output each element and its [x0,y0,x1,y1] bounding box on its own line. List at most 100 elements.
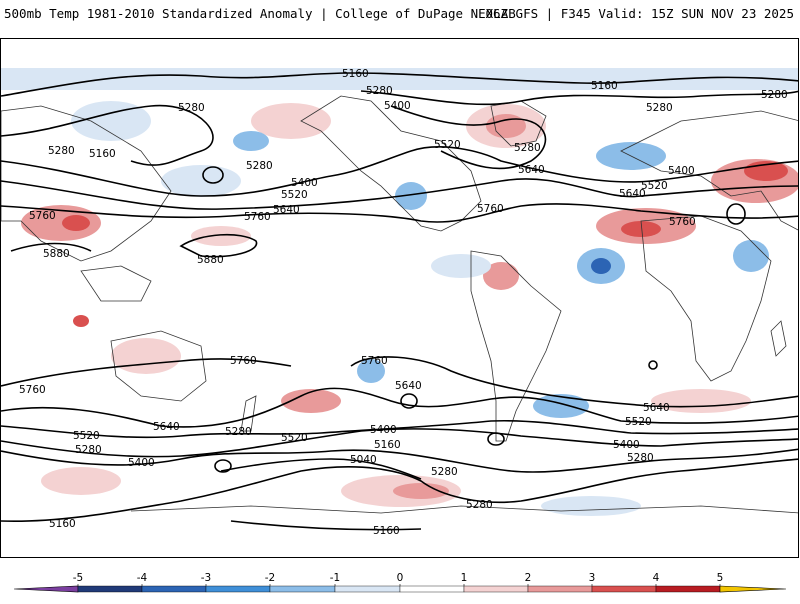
anomaly-warm-region [486,114,526,138]
colorbar-segment [141,585,207,593]
anomaly-warm-region [41,467,121,495]
contour-label: 5160 [342,68,369,80]
contour-label: 5160 [374,439,401,451]
contour-label: 5280 [225,426,252,438]
contour-label: 5760 [19,384,46,396]
contour-label: 5520 [641,180,668,192]
contour-label: 5640 [518,164,545,176]
colorbar-segment [334,585,401,593]
contour-5400-north [390,105,547,170]
contour-loop-small [202,166,224,184]
north-america-outline [300,95,482,232]
contour-label: 5760 [361,355,388,367]
anomaly-cold-region [431,254,491,278]
contour-loop-small [648,360,658,370]
new-zealand-outline [240,395,257,432]
contour-label: 5880 [43,248,70,260]
contour-5520-south [1,419,798,439]
contour-label: 5280 [761,89,788,101]
anomaly-warm-region [73,315,89,327]
eurasia-west-outline [1,105,172,262]
contour-label: 5400 [384,100,411,112]
anomaly-warm-region [62,215,90,231]
anomaly-cold-region [357,359,385,383]
colorbar-segment [463,585,529,593]
contour-5760-north [1,203,798,223]
australia-outline [110,330,207,402]
map-canvas: 5160 5160 5280 5280 5280 5280 5400 5160 … [1,68,798,537]
contour-5280-north-b [360,90,798,106]
contour-label: 5400 [613,439,640,451]
contour-loop-small [400,393,418,409]
colorbar-tick-label: -1 [330,572,340,584]
africa-outline [640,215,772,382]
madagascar-outline [770,320,787,357]
contour-label: 5760 [669,216,696,228]
contour-label: 5520 [281,189,308,201]
contour-5760-south-b [350,356,798,408]
contour-label: 5280 [514,142,541,154]
colorbar-segment [77,585,143,593]
contour-label: 5760 [29,210,56,222]
contour-loop-small [487,432,505,446]
contour-loop-small [726,203,746,225]
anomaly-cold-region [395,182,427,210]
contour-label: 5400 [291,177,318,189]
contour-label: 5640 [619,188,646,200]
contour-5760-south-a [1,358,292,387]
colorbar-tick-label: -3 [201,572,211,584]
contour-label: 5280 [246,160,273,172]
contour-5640-south [1,387,798,428]
coastlines [1,95,798,514]
contour-5520-mid [1,146,798,197]
contour-loop-small [214,459,232,473]
colorbar-canvas: -5 -4 -3 -2 -1 0 1 2 3 4 5 [13,572,787,593]
contour-5880-loop [179,233,258,258]
contour-label: 5520 [434,139,461,151]
contour-5640-mid [1,178,798,210]
contour-label: 5160 [49,518,76,530]
contour-label: 5400 [128,457,155,469]
colorbar-segment [399,585,465,593]
colorbar-tick-label: -5 [73,572,83,584]
colorbar-segment [269,585,336,593]
contour-label: 5280 [48,145,75,157]
anomaly-warm-region [621,221,661,237]
contour-label: 5400 [370,424,397,436]
anomaly-warm-region [393,483,449,499]
colorbar-tick-label: 2 [525,572,532,584]
contour-5160-north [1,72,798,97]
colorbar-segment [13,585,79,593]
anomaly-warm-region [251,103,331,139]
height-contours [1,72,798,531]
map-title: 500mb Temp 1981-2010 Standardized Anomal… [4,6,516,21]
contour-label: 5640 [153,421,180,433]
colorbar-tick-label: -2 [265,572,275,584]
map-panel: 5160 5160 5280 5280 5280 5280 5400 5160 … [0,38,799,558]
contour-5400-south [1,428,798,458]
contour-label: 5760 [230,355,257,367]
colorbar-tick-label: 1 [461,572,468,584]
contour-label: 5040 [350,454,377,466]
colorbar-tick-label: 3 [589,572,596,584]
header: 500mb Temp 1981-2010 Standardized Anomal… [0,0,800,30]
contour-label: 5280 [646,102,673,114]
anomaly-cold-region [233,131,269,151]
contour-label: 5400 [668,165,695,177]
contour-label: 5880 [197,254,224,266]
contour-5160-south [1,458,798,523]
colorbar-segment [591,585,657,593]
contour-5160-south-b [230,520,422,531]
contour-label: 5640 [643,402,670,414]
anomaly-warm-region [21,205,101,241]
colorbar-segment [205,585,271,593]
contour-5280-north-a [1,104,214,166]
contour-label: 5280 [466,499,493,511]
anomaly-warm-region [111,338,181,374]
colorbar-segment [655,585,721,593]
antarctica-outline [130,505,798,514]
anomaly-warm-region [281,389,341,413]
contour-label: 5160 [89,148,116,160]
contour-label: 5280 [366,85,393,97]
contour-label: 5280 [178,102,205,114]
